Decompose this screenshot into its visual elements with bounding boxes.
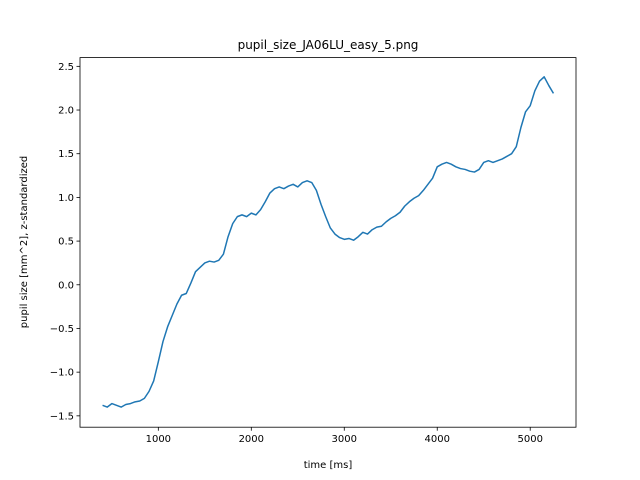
y-tick-label: −1.5 bbox=[50, 411, 74, 422]
x-axis-label: time [ms] bbox=[304, 460, 353, 471]
data-line bbox=[102, 76, 555, 408]
y-tick-label: 0.5 bbox=[58, 237, 74, 248]
x-tick-label: 2000 bbox=[239, 434, 264, 445]
plot-frame bbox=[79, 57, 577, 428]
x-tick-label: 1000 bbox=[146, 434, 171, 445]
x-tick-label: 5000 bbox=[517, 434, 542, 445]
y-axis-label: pupil size [mm^2], z-standardized bbox=[19, 156, 30, 328]
y-tick-label: 2.0 bbox=[58, 106, 74, 117]
y-tick-label: 1.0 bbox=[58, 193, 74, 204]
y-tick-label: 1.5 bbox=[58, 149, 74, 160]
x-tick-label: 4000 bbox=[425, 434, 450, 445]
y-tick-label: 2.5 bbox=[58, 62, 74, 73]
y-tick-label: 0.0 bbox=[58, 280, 74, 291]
y-tick-label: −1.0 bbox=[50, 368, 74, 379]
x-tick-label: 3000 bbox=[332, 434, 357, 445]
y-tick-label: −0.5 bbox=[50, 324, 74, 335]
chart-title: pupil_size_JA06LU_easy_5.png bbox=[238, 38, 419, 52]
